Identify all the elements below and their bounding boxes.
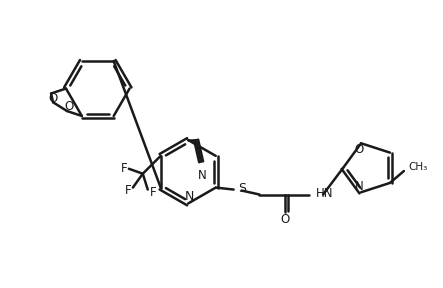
Text: F: F <box>149 186 156 199</box>
Text: O: O <box>281 213 290 226</box>
Text: O: O <box>48 92 58 105</box>
Text: O: O <box>354 143 364 156</box>
Text: N: N <box>198 169 206 182</box>
Text: N: N <box>355 180 363 193</box>
Text: N: N <box>185 190 194 203</box>
Text: CH₃: CH₃ <box>409 162 428 172</box>
Text: HN: HN <box>316 187 334 200</box>
Text: F: F <box>124 184 131 197</box>
Text: O: O <box>64 100 74 113</box>
Text: S: S <box>239 182 247 195</box>
Text: F: F <box>120 162 127 175</box>
